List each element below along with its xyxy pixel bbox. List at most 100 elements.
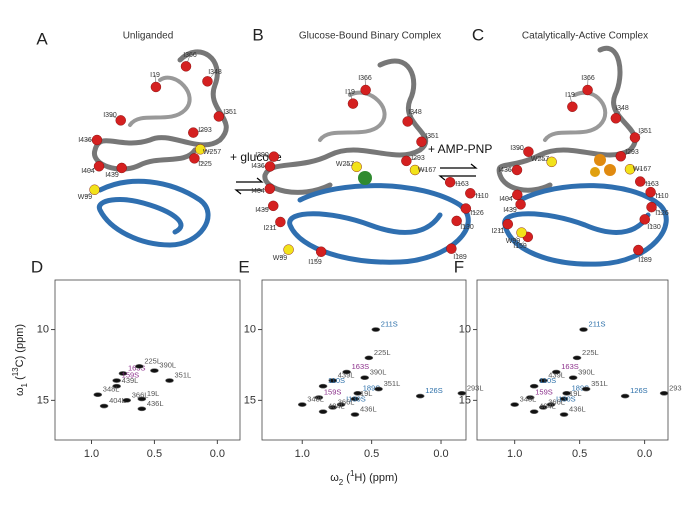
residue-sphere xyxy=(645,186,656,198)
peak xyxy=(546,402,556,407)
peak xyxy=(336,402,346,407)
residue-sphere xyxy=(582,84,593,96)
peak-label: 404L xyxy=(109,396,126,405)
peak xyxy=(318,383,328,389)
residue-label: I130 xyxy=(647,224,661,231)
residue-sphere xyxy=(515,199,526,210)
peak xyxy=(620,393,630,399)
residue-sphere xyxy=(646,201,657,213)
residue-label: I293 xyxy=(411,155,425,162)
residue-label: I211 xyxy=(263,225,276,232)
residue-label: I366 xyxy=(581,75,595,82)
panel-title: Unliganded xyxy=(123,31,174,42)
residue-label: I19 xyxy=(565,92,575,99)
x-tick-label: 0.0 xyxy=(433,448,448,460)
residue-sphere xyxy=(633,244,644,256)
transition-label: + glucose xyxy=(230,150,282,164)
residue-label: I436 xyxy=(78,137,92,144)
residue-sphere xyxy=(213,111,225,122)
peak xyxy=(150,368,159,373)
residue-label: I439 xyxy=(503,207,517,214)
y-tick-label: 15 xyxy=(244,394,256,406)
residue-label: I19 xyxy=(345,89,355,96)
residue-label: W167 xyxy=(418,167,436,174)
peak xyxy=(360,375,369,380)
peak-label: 225L xyxy=(582,348,599,357)
x-tick-label: 0.5 xyxy=(572,448,587,460)
peak xyxy=(415,393,425,399)
axis-label-part: H) (ppm) xyxy=(354,472,397,484)
residue-sphere xyxy=(511,164,523,176)
residue-sphere xyxy=(523,146,534,157)
peak-label: 163S xyxy=(352,362,370,371)
peak-label: 225L xyxy=(144,356,161,365)
peak xyxy=(371,327,381,332)
peak xyxy=(551,369,561,375)
peak xyxy=(572,355,582,361)
peak xyxy=(581,386,591,392)
x-tick-label: 0.0 xyxy=(210,448,225,460)
peak-label: 189S xyxy=(363,383,381,392)
peak xyxy=(538,405,548,410)
panel-letter: D xyxy=(31,257,43,276)
peak xyxy=(165,378,174,383)
residue-label: I351 xyxy=(638,128,652,135)
residue-label: I366 xyxy=(183,52,197,59)
residue-sphere xyxy=(546,156,557,168)
residue-label: I126 xyxy=(655,210,669,217)
peak-label: 225L xyxy=(374,348,391,357)
peak-label: 366L xyxy=(132,390,149,399)
peak xyxy=(122,398,132,403)
peak xyxy=(93,392,103,397)
residue-sphere xyxy=(409,164,421,176)
transition-label: + AMP-PNP xyxy=(428,142,492,156)
residue-sphere xyxy=(351,161,362,173)
peak-label: 351L xyxy=(175,371,192,380)
peak-label: 19L xyxy=(147,389,160,398)
panel-letter: A xyxy=(36,29,48,48)
residue-sphere xyxy=(502,218,514,230)
peak xyxy=(297,402,307,407)
residue-sphere xyxy=(315,246,327,257)
axis-label: ω1 (13C) (ppm) xyxy=(11,324,29,396)
plot-frame xyxy=(476,279,669,441)
y-tick-label: 10 xyxy=(459,323,471,335)
residue-label: I404 xyxy=(81,168,95,175)
peak xyxy=(510,402,519,407)
peak-label: 436L xyxy=(569,404,586,413)
residue-sphere xyxy=(512,189,523,201)
peak-label: 159S xyxy=(535,388,553,397)
panel-letter: B xyxy=(252,25,263,44)
residue-label: I110 xyxy=(655,193,668,200)
peak xyxy=(659,390,669,396)
peak-label: 293L xyxy=(467,383,484,392)
peak xyxy=(112,378,121,383)
axis-label-part: 1 xyxy=(20,382,29,387)
plot-frame xyxy=(54,279,241,441)
residue-label: I348 xyxy=(615,105,629,112)
axis-label-part: 1 xyxy=(350,469,355,478)
peak xyxy=(579,327,588,332)
peak-label: 439L xyxy=(122,376,139,385)
residue-sphere xyxy=(416,136,427,147)
residue-label: I126 xyxy=(470,210,484,217)
peak xyxy=(538,378,548,383)
peak-label: 126S xyxy=(425,386,443,395)
residue-label: W257 xyxy=(531,156,549,163)
x-tick-label: 0.5 xyxy=(364,448,379,460)
residue-label: I110 xyxy=(475,193,488,200)
y-tick-label: 15 xyxy=(37,394,49,406)
peak xyxy=(314,395,324,400)
peak-label: 366L xyxy=(548,397,565,406)
residue-sphere xyxy=(93,161,105,172)
structures-art xyxy=(92,45,669,267)
peak xyxy=(328,405,338,410)
peak xyxy=(374,386,383,392)
panel-letter: E xyxy=(238,257,249,276)
peak-label: 439L xyxy=(338,371,355,380)
peak-label: 189S xyxy=(572,383,590,392)
peak xyxy=(350,412,360,417)
residue-sphere xyxy=(264,161,276,172)
peak xyxy=(328,378,338,383)
